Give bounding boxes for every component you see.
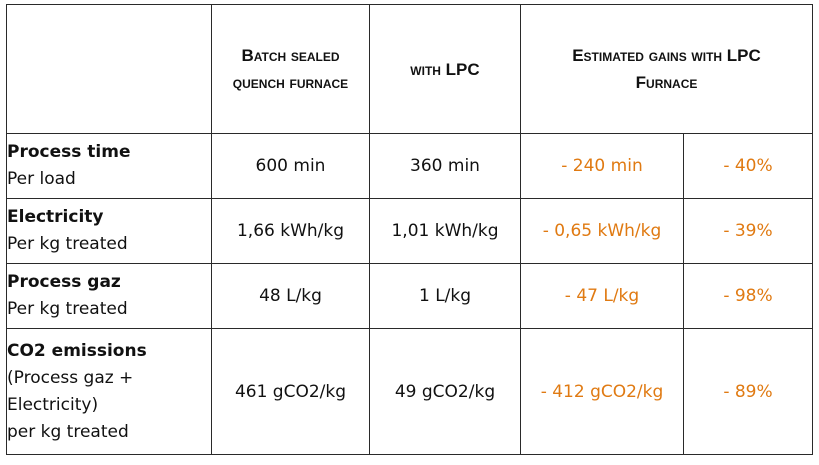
row-subtitle: Per kg treated <box>7 299 128 319</box>
lpc-value: 49 gCO2/kg <box>369 328 521 455</box>
lpc-value: 360 min <box>369 133 521 199</box>
row-subtitle: Electricity) <box>7 394 99 415</box>
header-estimated-gains: Estimated gains with LPC Furnace <box>520 4 813 134</box>
header-with-lpc-text: with LPC <box>410 59 480 79</box>
row-subtitle: (Process gaz + <box>7 367 134 388</box>
row-subtitle: per kg treated <box>7 421 129 442</box>
gain-percent: - 89% <box>683 328 813 455</box>
lpc-value: 1,01 kWh/kg <box>369 198 521 264</box>
header-with-lpc: with LPC <box>369 4 521 134</box>
batch-value: 461 gCO2/kg <box>211 328 370 455</box>
row-label: Electricity Per kg treated <box>6 198 212 264</box>
gain-percent: - 40% <box>683 133 813 199</box>
header-row: Batch sealed quench furnace with LPC Est… <box>6 4 813 134</box>
batch-value: 48 L/kg <box>211 263 370 329</box>
header-batch-furnace-text: Batch sealed quench furnace <box>232 46 349 92</box>
table-row: Process time Per load 600 min 360 min - … <box>6 133 813 199</box>
row-title: Process time <box>7 142 131 162</box>
gain-absolute: - 412 gCO2/kg <box>520 328 684 455</box>
header-batch-furnace: Batch sealed quench furnace <box>211 4 370 134</box>
row-label: Process gaz Per kg treated <box>6 263 212 329</box>
row-title: Electricity <box>7 207 104 227</box>
row-label: CO2 emissions (Process gaz + Electricity… <box>6 328 212 455</box>
gain-absolute: - 0,65 kWh/kg <box>520 198 684 264</box>
gain-absolute: - 47 L/kg <box>520 263 684 329</box>
table-row: Electricity Per kg treated 1,66 kWh/kg 1… <box>6 198 813 264</box>
lpc-value: 1 L/kg <box>369 263 521 329</box>
gain-percent: - 98% <box>683 263 813 329</box>
gain-absolute: - 240 min <box>520 133 684 199</box>
table-row: CO2 emissions (Process gaz + Electricity… <box>6 328 813 455</box>
comparison-table: Batch sealed quench furnace with LPC Est… <box>6 4 813 455</box>
gain-percent: - 39% <box>683 198 813 264</box>
row-subtitle: Per load <box>7 169 76 189</box>
batch-value: 1,66 kWh/kg <box>211 198 370 264</box>
row-title: Process gaz <box>7 272 121 292</box>
row-subtitle: Per kg treated <box>7 234 128 254</box>
header-estimated-gains-text: Estimated gains with LPC Furnace <box>572 46 761 92</box>
batch-value: 600 min <box>211 133 370 199</box>
table-row: Process gaz Per kg treated 48 L/kg 1 L/k… <box>6 263 813 329</box>
header-empty-cell <box>6 4 212 134</box>
row-label: Process time Per load <box>6 133 212 199</box>
row-title: CO2 emissions <box>7 340 147 361</box>
